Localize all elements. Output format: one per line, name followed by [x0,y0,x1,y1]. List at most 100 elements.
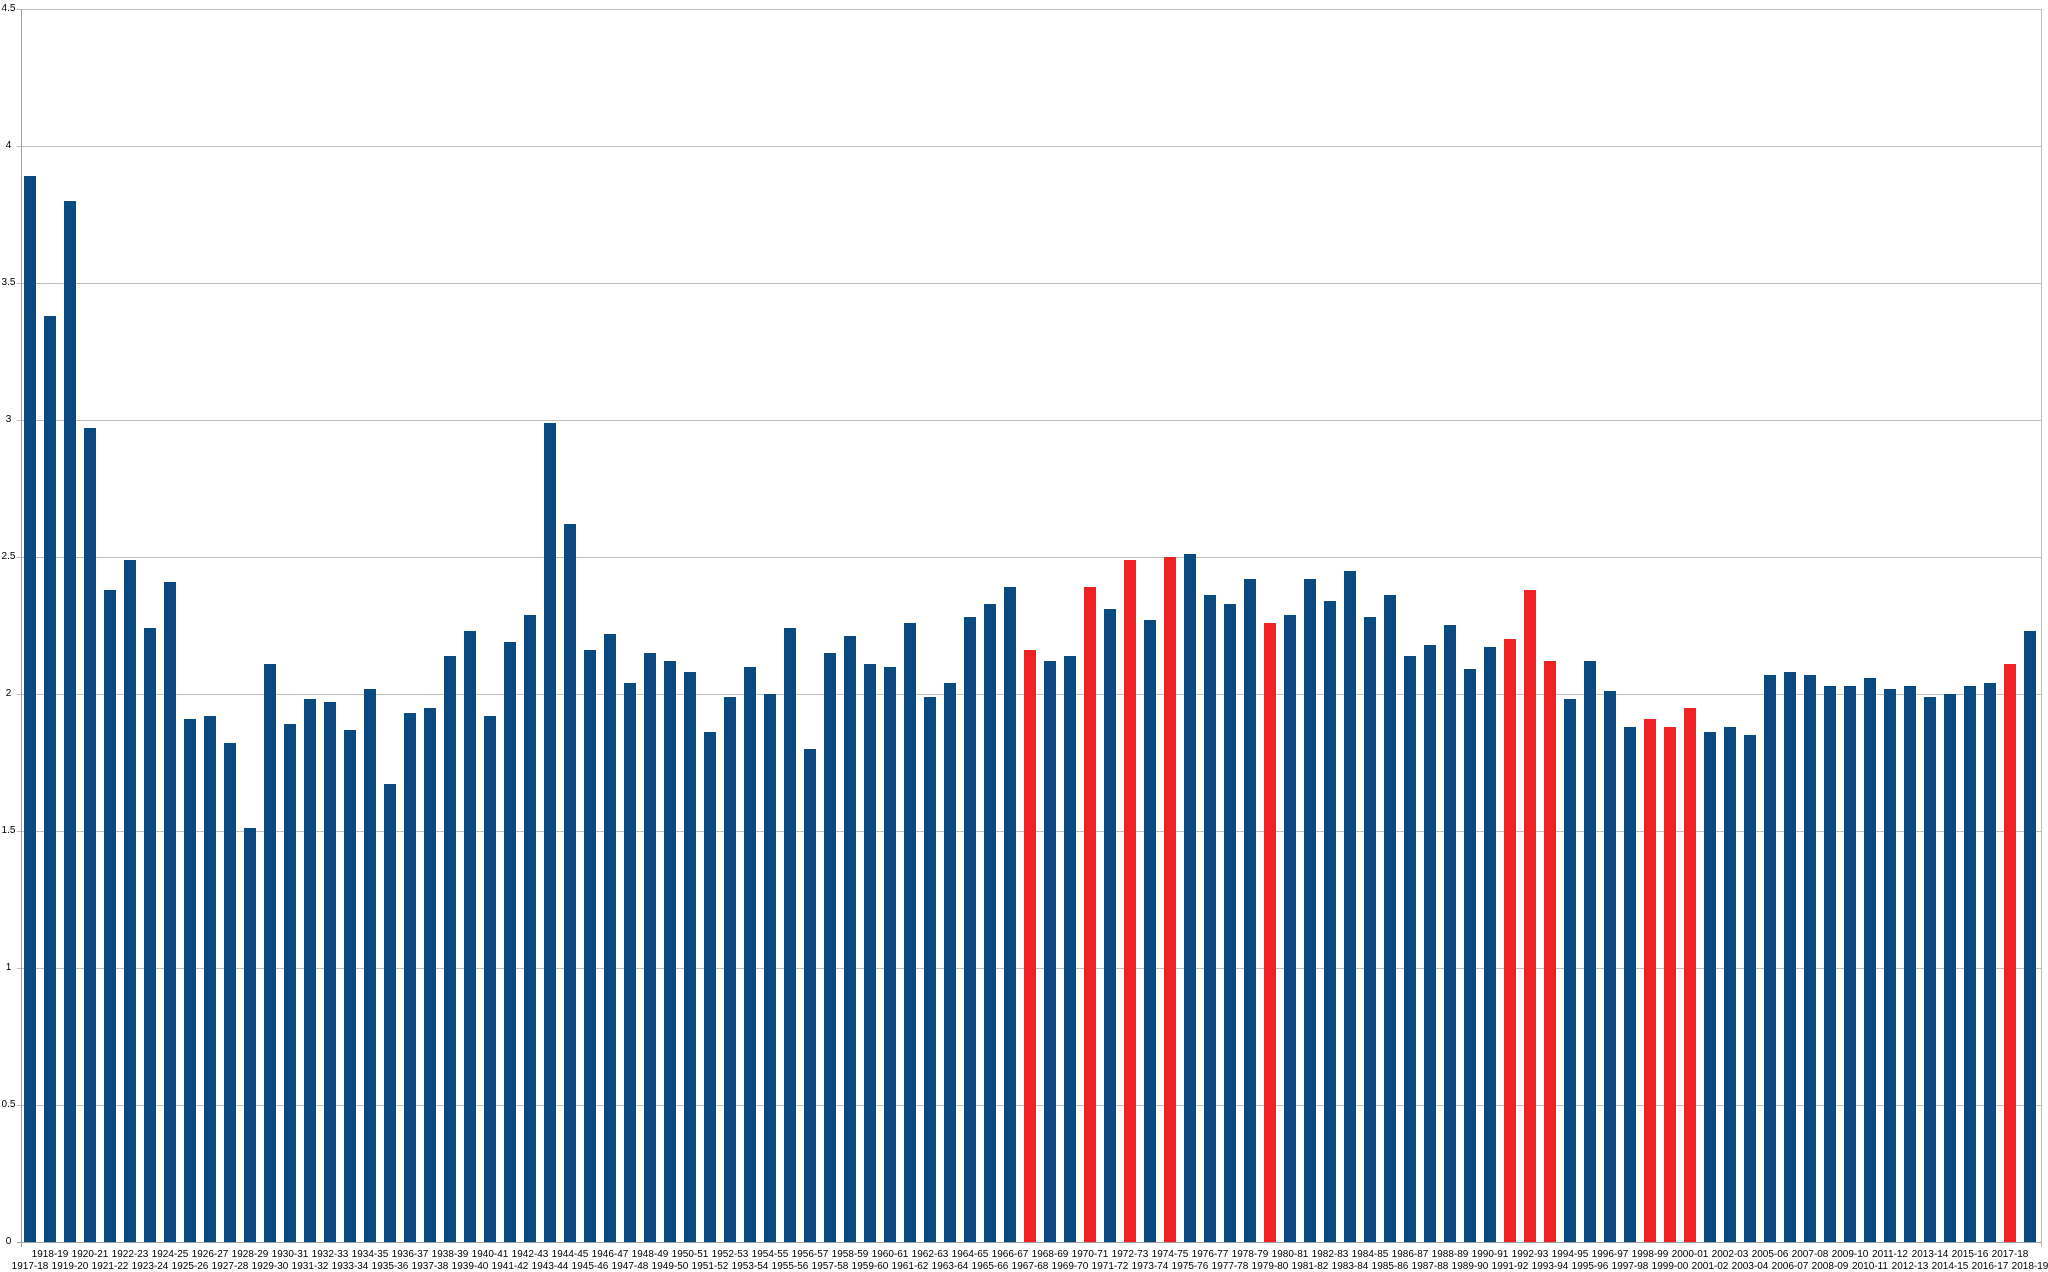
bar-1952-53 [724,697,736,1242]
x-axis-tick-label: 1990-91 [1471,1249,1509,1260]
bar-1951-52 [704,732,716,1242]
x-axis-tick-label: 1951-52 [691,1261,729,1272]
x-axis-tick-label: 1972-73 [1111,1249,1149,1260]
x-axis-tick-label: 1938-39 [431,1249,469,1260]
bar-2009-10 [1844,686,1856,1242]
bar-2002-03 [1724,727,1736,1242]
bar-1983-84 [1344,571,1356,1242]
bar-1987-88 [1424,645,1436,1242]
x-axis-tick-label: 1987-88 [1411,1261,1449,1272]
bar-2014-15 [1944,694,1956,1242]
x-axis-tick-label: 2003-04 [1731,1261,1769,1272]
bar-2010-11 [1864,678,1876,1242]
bar-1948-49 [644,653,656,1242]
bar-1974-75 [1164,557,1176,1242]
x-axis-tick-label: 1940-41 [471,1249,509,1260]
x-axis-tick-label: 2000-01 [1671,1249,1709,1260]
bar-1921-22 [104,590,116,1242]
bar-1992-93 [1524,590,1536,1242]
bar-1993-94 [1544,661,1556,1242]
x-axis-tick-label: 1936-37 [391,1249,429,1260]
x-axis-tick-label: 1953-54 [731,1261,769,1272]
bar-1938-39 [444,656,456,1242]
x-axis-tick-label: 1939-40 [451,1261,489,1272]
bar-1965-66 [984,604,996,1242]
bar-1964-65 [964,617,976,1242]
bar-1937-38 [424,708,436,1242]
y-axis-tick-label: 2 [5,688,12,699]
x-axis-tick-label: 1959-60 [851,1261,889,1272]
x-axis-tick-label: 1937-38 [411,1261,449,1272]
x-axis-tick-label: 1958-59 [831,1249,869,1260]
x-axis-tick-label: 1962-63 [911,1249,949,1260]
x-axis-tick-label: 1922-23 [111,1249,149,1260]
x-axis-tick-label: 1998-99 [1631,1249,1669,1260]
x-axis-tick-label: 1961-62 [891,1261,929,1272]
x-axis-tick-label: 1975-76 [1171,1261,1209,1272]
bar-1988-89 [1444,625,1456,1242]
bar-1932-33 [324,702,336,1242]
x-axis-tick-label: 1941-42 [491,1261,529,1272]
bar-1955-56 [784,628,796,1242]
bar-1968-69 [1044,661,1056,1242]
bar-1949-50 [664,661,676,1242]
x-axis-tick-label: 1952-53 [711,1249,749,1260]
y-axis-line [21,9,22,1247]
x-axis-tick-label: 1954-55 [751,1249,789,1260]
bar-1934-35 [364,689,376,1242]
x-axis-tick-label: 1978-79 [1231,1249,1269,1260]
bar-1953-54 [744,667,756,1242]
x-axis-tick-label: 1981-82 [1291,1261,1329,1272]
bar-1980-81 [1284,615,1296,1242]
x-axis-tick-label: 1988-89 [1431,1249,1469,1260]
x-axis-tick-label: 1995-96 [1571,1261,1609,1272]
x-axis-tick-label: 1970-71 [1071,1249,1109,1260]
bar-1973-74 [1144,620,1156,1242]
bar-1926-27 [204,716,216,1242]
x-axis-tick-label: 1960-61 [871,1249,909,1260]
x-axis-tick-label: 2018-19 [2011,1261,2048,1272]
y-axis-tick-label: 0.5 [1,1099,16,1110]
bar-1935-36 [384,784,396,1242]
x-axis-tick-label: 1955-56 [771,1261,809,1272]
bar-1931-32 [304,699,316,1242]
bar-1945-46 [584,650,596,1242]
bar-2013-14 [1924,697,1936,1242]
x-axis-tick-label: 1963-64 [931,1261,969,1272]
bar-1986-87 [1404,656,1416,1242]
bar-1923-24 [144,628,156,1242]
bar-1941-42 [504,642,516,1242]
x-axis-tick-label: 1976-77 [1191,1249,1229,1260]
x-axis-tick-label: 1934-35 [351,1249,389,1260]
x-axis-tick-label: 2012-13 [1891,1261,1929,1272]
x-axis-tick-label: 1933-34 [331,1261,369,1272]
bar-1982-83 [1324,601,1336,1242]
y-axis-tick-label: 4.5 [1,3,16,14]
bar-1939-40 [464,631,476,1242]
x-axis-tick-label: 1984-85 [1351,1249,1389,1260]
x-axis-tick-label: 1925-26 [171,1261,209,1272]
x-axis-tick-label: 1943-44 [531,1261,569,1272]
x-axis-tick-label: 1980-81 [1271,1249,1309,1260]
y-axis-tick-label: 4 [5,140,12,151]
bar-1997-98 [1624,727,1636,1242]
bar-1969-70 [1064,656,1076,1242]
x-axis-tick-label: 1982-83 [1311,1249,1349,1260]
bar-1930-31 [284,724,296,1242]
x-axis-tick-label: 1929-30 [251,1261,289,1272]
bar-1985-86 [1384,595,1396,1242]
bar-1933-34 [344,730,356,1242]
bar-1991-92 [1504,639,1516,1242]
x-axis-tick-label: 1924-25 [151,1249,189,1260]
x-axis-tick-label: 1932-33 [311,1249,349,1260]
bar-2018-19 [2024,631,2036,1242]
bar-1944-45 [564,524,576,1242]
bar-1996-97 [1604,691,1616,1242]
x-axis-tick-label: 2011-12 [1872,1249,1908,1260]
bar-1967-68 [1024,650,1036,1242]
x-axis-tick-label: 1931-32 [291,1261,329,1272]
x-axis-tick-label: 1973-74 [1131,1261,1169,1272]
x-axis-tick-label: 1985-86 [1371,1261,1409,1272]
x-axis-tick-label: 1969-70 [1051,1261,1089,1272]
x-axis-tick-label: 2016-17 [1971,1261,2009,1272]
